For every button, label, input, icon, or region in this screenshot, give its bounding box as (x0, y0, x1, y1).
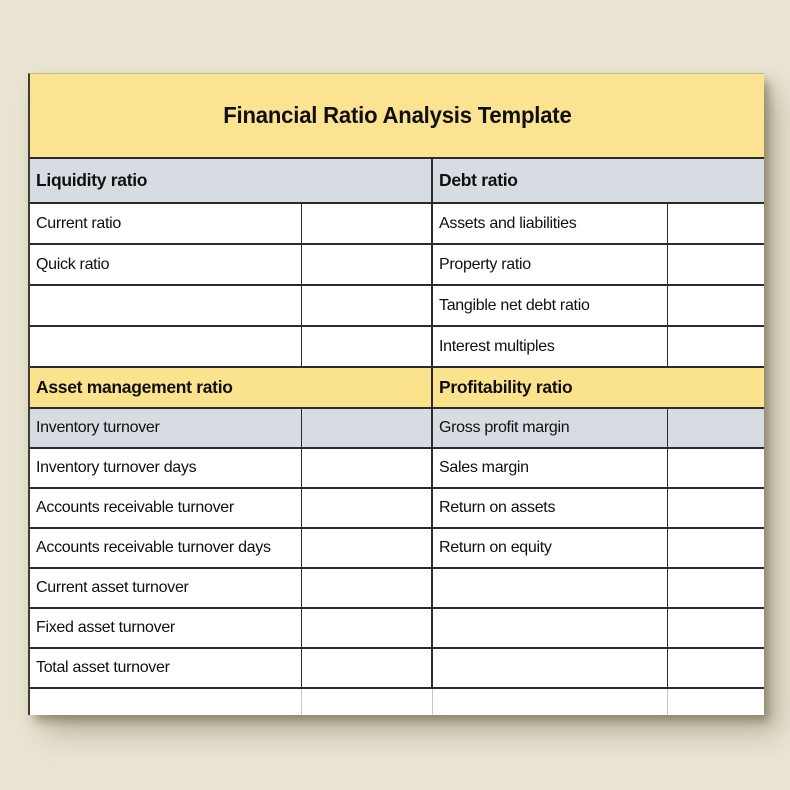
table-row: Quick ratio Property ratio (30, 243, 764, 284)
ratio-value-cell[interactable] (668, 569, 764, 607)
template-title-bar: Financial Ratio Analysis Template (30, 74, 764, 157)
ratio-label-cell: Fixed asset turnover (30, 609, 302, 647)
ratio-label-cell: Gross profit margin (433, 409, 668, 447)
ratio-label-cell: Current asset turnover (30, 569, 302, 607)
ratio-value-cell[interactable] (302, 609, 433, 647)
table-row: Total asset turnover (30, 647, 764, 687)
ratio-label-cell: Inventory turnover days (30, 449, 302, 487)
ratio-value-cell[interactable] (668, 449, 764, 487)
section-header-row-liquidity-debt: Liquidity ratio Debt ratio (30, 157, 764, 202)
ratio-label-cell (433, 569, 668, 607)
page-title: Financial Ratio Analysis Template (222, 102, 572, 128)
empty-grid-cell (668, 689, 764, 715)
ratio-value-cell[interactable] (302, 649, 433, 687)
empty-grid-cell (30, 689, 302, 715)
ratio-value-cell[interactable] (302, 286, 433, 325)
ratio-value-cell[interactable] (302, 327, 433, 366)
table-row: Tangible net debt ratio (30, 284, 764, 325)
ratio-value-cell[interactable] (668, 245, 764, 284)
empty-grid-cell (433, 689, 668, 715)
ratio-label-cell (433, 609, 668, 647)
ratio-label-cell: Accounts receivable turnover days (30, 529, 302, 567)
ratio-label-cell: Total asset turnover (30, 649, 302, 687)
ratio-value-cell[interactable] (302, 489, 433, 527)
financial-template-document: Financial Ratio Analysis Template Liquid… (28, 73, 764, 715)
ratio-label-cell: Assets and liabilities (433, 204, 668, 243)
ratio-label-cell: Current ratio (30, 204, 302, 243)
section-header-asset-management-ratio: Asset management ratio (30, 368, 433, 407)
ratio-label-cell: Quick ratio (30, 245, 302, 284)
ratio-label-cell (30, 327, 302, 366)
ratio-label-cell: Return on assets (433, 489, 668, 527)
ratio-value-cell[interactable] (668, 489, 764, 527)
ratio-value-cell[interactable] (302, 449, 433, 487)
ratio-label-cell: Tangible net debt ratio (433, 286, 668, 325)
ratio-value-cell[interactable] (302, 409, 433, 447)
ratio-label-cell: Sales margin (433, 449, 668, 487)
ratio-label-cell: Inventory turnover (30, 409, 302, 447)
ratio-value-cell[interactable] (302, 245, 433, 284)
ratio-label-cell: Property ratio (433, 245, 668, 284)
ratio-value-cell[interactable] (302, 204, 433, 243)
table-row: Fixed asset turnover (30, 607, 764, 647)
empty-grid-row (30, 687, 764, 715)
section-header-debt-ratio: Debt ratio (439, 170, 518, 190)
section-header-liquidity-ratio: Liquidity ratio (30, 159, 433, 202)
ratio-value-cell[interactable] (668, 409, 764, 447)
ratio-value-cell[interactable] (668, 529, 764, 567)
table-row: Current ratio Assets and liabilities (30, 202, 764, 243)
table-row: Inventory turnover days Sales margin (30, 447, 764, 487)
table-row: Accounts receivable turnover Return on a… (30, 487, 764, 527)
ratio-value-cell[interactable] (668, 649, 764, 687)
ratio-label-cell: Accounts receivable turnover (30, 489, 302, 527)
section-header-row-asset-profitability: Asset management ratio Profitability rat… (30, 366, 764, 407)
table-row: Interest multiples (30, 325, 764, 366)
ratio-value-cell[interactable] (668, 286, 764, 325)
ratio-value-cell[interactable] (668, 327, 764, 366)
table-row-highlighted: Inventory turnover Gross profit margin (30, 407, 764, 447)
ratio-label-cell: Interest multiples (433, 327, 668, 366)
table-row: Accounts receivable turnover days Return… (30, 527, 764, 567)
ratio-label-cell: Return on equity (433, 529, 668, 567)
empty-grid-cell (302, 689, 433, 715)
section-header-profitability-ratio: Profitability ratio (439, 377, 573, 397)
ratio-label-cell (433, 649, 668, 687)
ratio-value-cell[interactable] (668, 204, 764, 243)
ratio-value-cell[interactable] (668, 609, 764, 647)
ratio-value-cell[interactable] (302, 529, 433, 567)
ratio-value-cell[interactable] (302, 569, 433, 607)
table-row: Current asset turnover (30, 567, 764, 607)
ratio-label-cell (30, 286, 302, 325)
